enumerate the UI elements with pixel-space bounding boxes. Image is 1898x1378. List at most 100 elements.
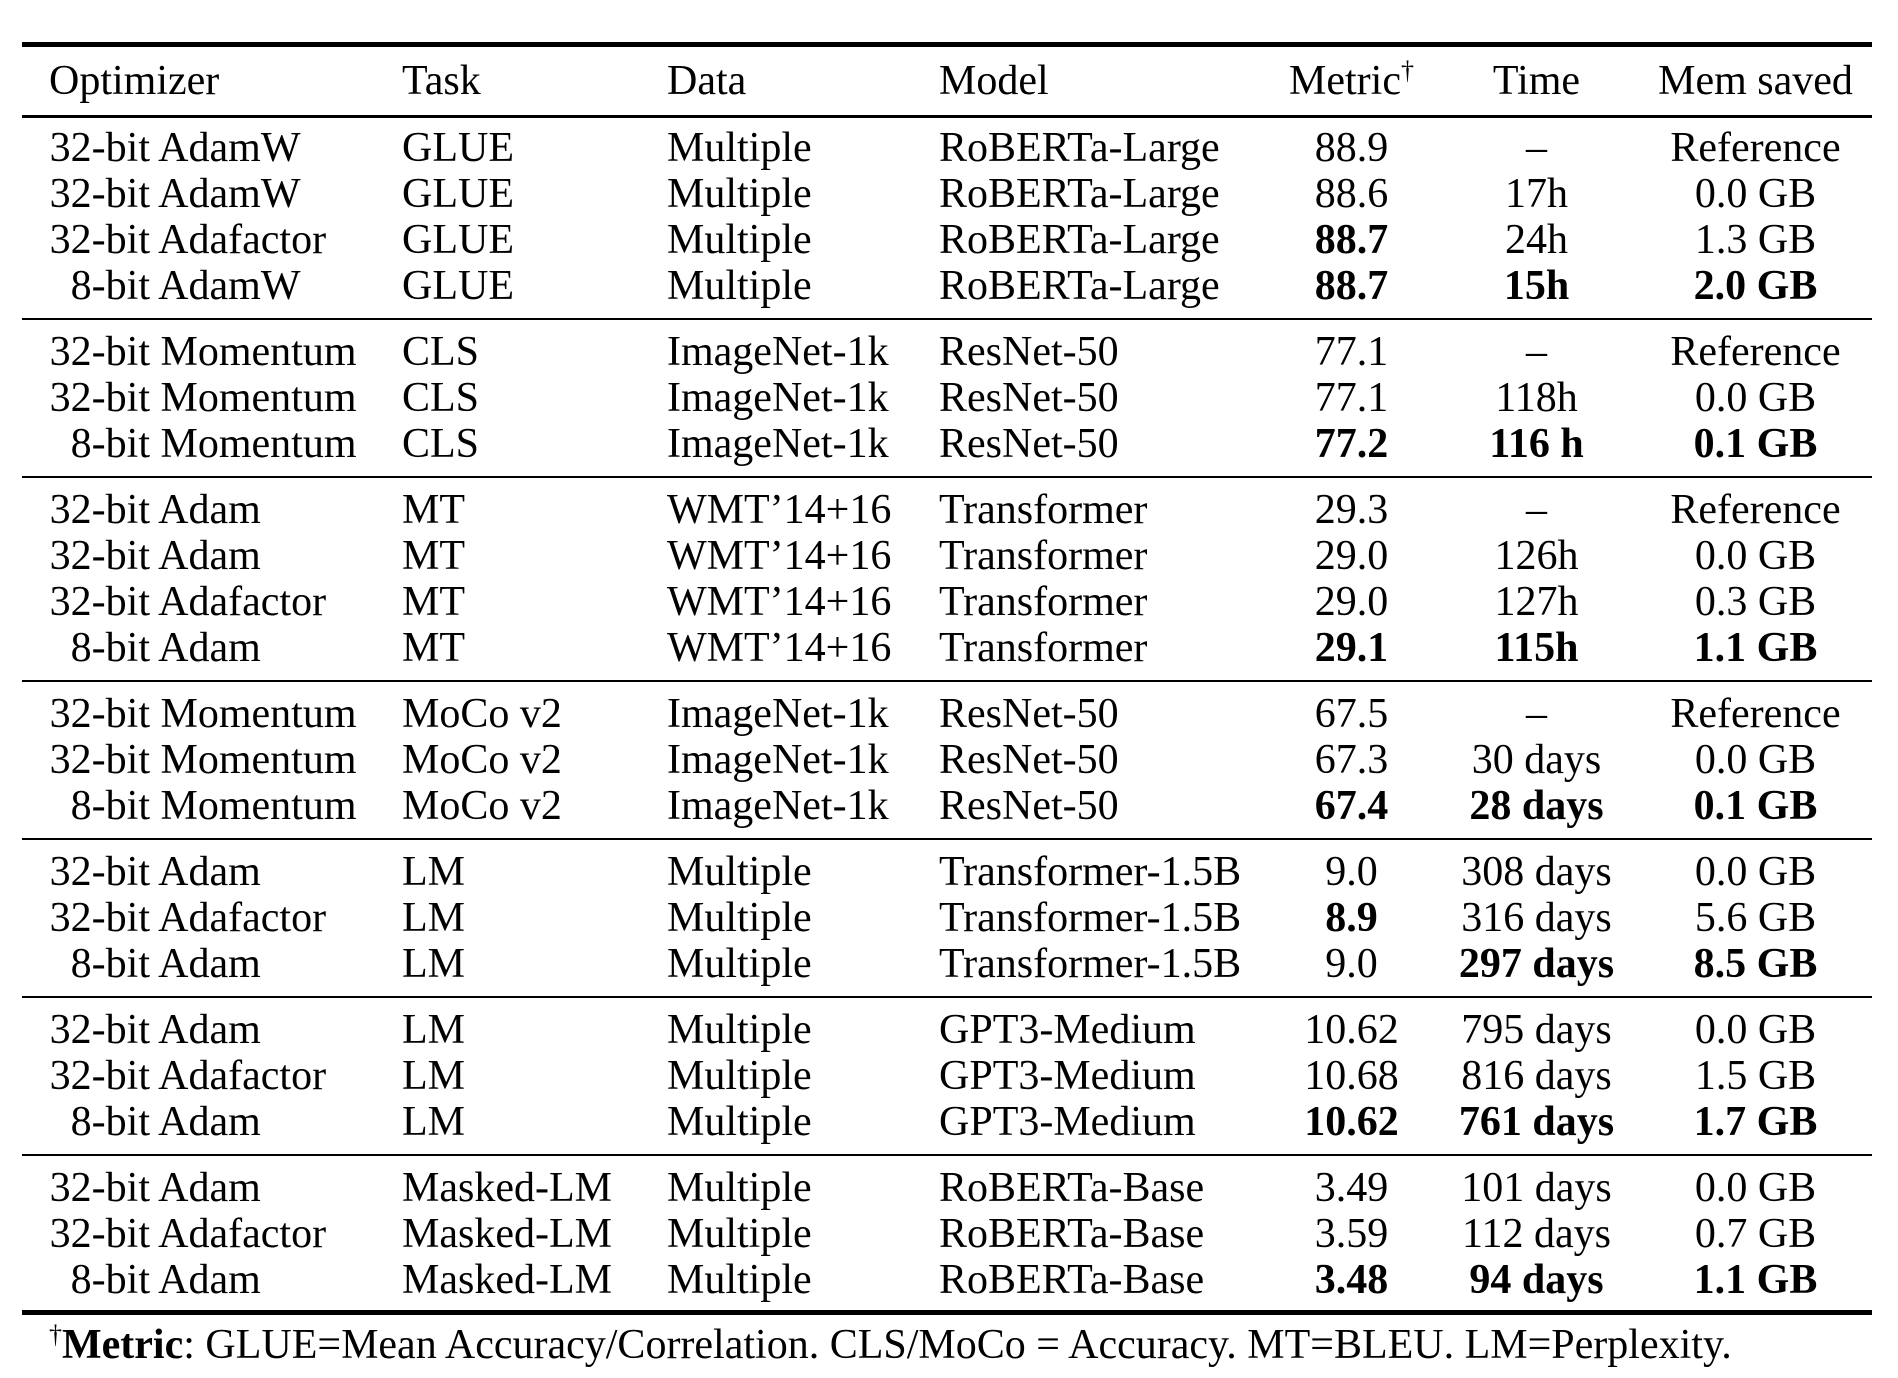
optimizer-bits: 8-bit [70,263,150,309]
optimizer-bits: 32-bit [49,533,150,579]
cell-task: GLUE [402,263,514,309]
cell-task: Masked-LM [402,1257,612,1303]
table-row: 32-bit Momentum MoCo v2 ImageNet-1k ResNet-… [22,681,1872,737]
cell-mem-saved: 0.1 GB [1693,421,1818,467]
cell-data: Multiple [667,849,812,895]
cell-optimizer: 32-bit Adam [49,487,261,533]
cell-model: ResNet-50 [939,691,1119,737]
table-row: 32-bit Adafactor Masked-LM Multiple RoBERTa… [22,1211,1872,1257]
cell-mem-saved: 1.7 GB [1693,1099,1818,1145]
cell-metric: 3.48 [1314,1257,1389,1303]
column-header-task: Task [402,44,667,118]
results-table-container: Optimizer Task Data Model Metric† Time Mem sav… [22,42,1872,1370]
table-row: 8-bit Adam Masked-LM Multiple RoBERTa-Base 3… [22,1257,1872,1313]
cell-model: RoBERTa-Base [939,1165,1205,1211]
optimizer-bits: 32-bit [49,691,150,737]
cell-metric: 8.9 [1325,895,1378,941]
cell-optimizer: 8-bit Momentum [22,783,402,839]
cell-mem-saved: 0.7 GB [1694,1211,1817,1257]
table-group-1: 32-bit AdamW GLUE Multiple RoBERTa-Large 88.… [22,117,1872,320]
cell-task: LM [402,941,465,987]
cell-task: CLS [402,329,480,375]
table-row: 32-bit Adafactor MT WMT’14+16 Transformer 29… [22,579,1872,625]
cell-mem-saved: 1.5 GB [1694,1053,1817,1099]
table-group-7: 32-bit Adam Masked-LM Multiple RoBERTa-Base… [22,1155,1872,1313]
cell-data: Multiple [667,171,812,217]
cell-data: Multiple [667,1257,812,1303]
cell-optimizer: 8-bit Momentum [22,421,402,477]
cell-data: ImageNet-1k [667,375,889,421]
cell-time: 30 days [1471,737,1602,783]
cell-time: – [1526,691,1547,737]
table-row: 32-bit Adafactor LM Multiple GPT3-Medium 10.… [22,1053,1872,1099]
cell-optimizer: 8-bit AdamW [22,263,402,319]
cell-mem-saved: Reference [1670,329,1841,375]
cell-mem-saved: 8.5 GB [1693,941,1818,987]
optimizer-bits: 32-bit [49,125,150,171]
cell-time: 94 days [1469,1257,1604,1303]
cell-metric: 29.0 [1314,579,1389,625]
cell-mem-saved: 5.6 GB [1694,895,1817,941]
cell-time: 761 days [1458,1099,1615,1145]
cell-time: 115h [1494,625,1579,671]
cell-data: ImageNet-1k [667,691,889,737]
cell-model: GPT3-Medium [939,1053,1196,1099]
cell-task: CLS [402,421,480,467]
cell-model: RoBERTa-Base [939,1211,1205,1257]
cell-model: Transformer-1.5B [939,849,1242,895]
optimizer-bits: 8-bit [70,783,150,829]
cell-metric: 3.59 [1314,1211,1389,1257]
cell-metric: 29.0 [1314,533,1389,579]
cell-data: Multiple [667,217,812,263]
cell-optimizer: 8-bit Adam [22,625,402,681]
cell-model: RoBERTa-Large [939,171,1220,217]
cell-data: Multiple [667,1007,812,1053]
cell-time: 126h [1494,533,1579,579]
table-group-2: 32-bit Momentum CLS ImageNet-1k ResNet-50 77… [22,319,1872,477]
table-group-4: 32-bit Momentum MoCo v2 ImageNet-1k ResNet-… [22,681,1872,839]
cell-task: Masked-LM [402,1165,612,1211]
cell-task: LM [402,1099,465,1145]
cell-data: Multiple [667,1099,812,1145]
cell-optimizer: 32-bit Adafactor [49,217,327,263]
footnote-text: : GLUE=Mean Accuracy/Correlation. CLS/Mo… [183,1322,1732,1368]
cell-model: ResNet-50 [939,421,1119,467]
cell-task: LM [402,1053,465,1099]
optimizer-bits: 8-bit [70,1099,150,1145]
table-row: 32-bit Adam MT WMT’14+16 Transformer 29.0 126… [22,533,1872,579]
cell-time: 116 h [1489,421,1584,467]
cell-model: RoBERTa-Large [939,263,1220,309]
column-header-optimizer: Optimizer [22,44,402,118]
cell-data: ImageNet-1k [667,421,889,467]
footnote-label: Metric [62,1322,184,1368]
cell-task: MoCo v2 [402,737,562,783]
cell-time: 127h [1494,579,1579,625]
column-header-model: Model [939,44,1269,118]
dagger-symbol: † [49,1320,62,1349]
table-row: 8-bit Adam LM Multiple GPT3-Medium 10.62 761 … [22,1099,1872,1155]
cell-metric: 10.62 [1304,1099,1399,1145]
cell-mem-saved: 0.0 GB [1694,375,1817,421]
table-row: 32-bit Adam LM Multiple GPT3-Medium 10.62 795… [22,997,1872,1053]
results-table: Optimizer Task Data Model Metric† Time Mem sav… [22,42,1872,1315]
cell-time: 101 days [1461,1165,1612,1211]
cell-time: 118h [1495,375,1578,421]
cell-data: Multiple [667,1053,812,1099]
cell-model: Transformer [939,625,1148,671]
table-row: 8-bit Adam LM Multiple Transformer-1.5B 9.0 2… [22,941,1872,997]
cell-time: 28 days [1469,783,1604,829]
cell-optimizer: 32-bit Adafactor [49,895,327,941]
cell-mem-saved: 0.0 GB [1694,737,1817,783]
table-row: 32-bit Momentum CLS ImageNet-1k ResNet-50 77… [22,375,1872,421]
optimizer-bits: 32-bit [49,849,150,895]
cell-model: ResNet-50 [939,783,1119,829]
cell-model: Transformer [939,487,1148,533]
cell-data: Multiple [667,895,812,941]
cell-optimizer: 32-bit AdamW [49,171,301,217]
cell-task: CLS [402,375,480,421]
cell-metric: 88.9 [1314,125,1389,171]
cell-task: MT [402,487,465,533]
cell-mem-saved: 0.0 GB [1694,849,1817,895]
cell-metric: 3.49 [1314,1165,1389,1211]
cell-optimizer: 32-bit Adafactor [49,1211,327,1257]
